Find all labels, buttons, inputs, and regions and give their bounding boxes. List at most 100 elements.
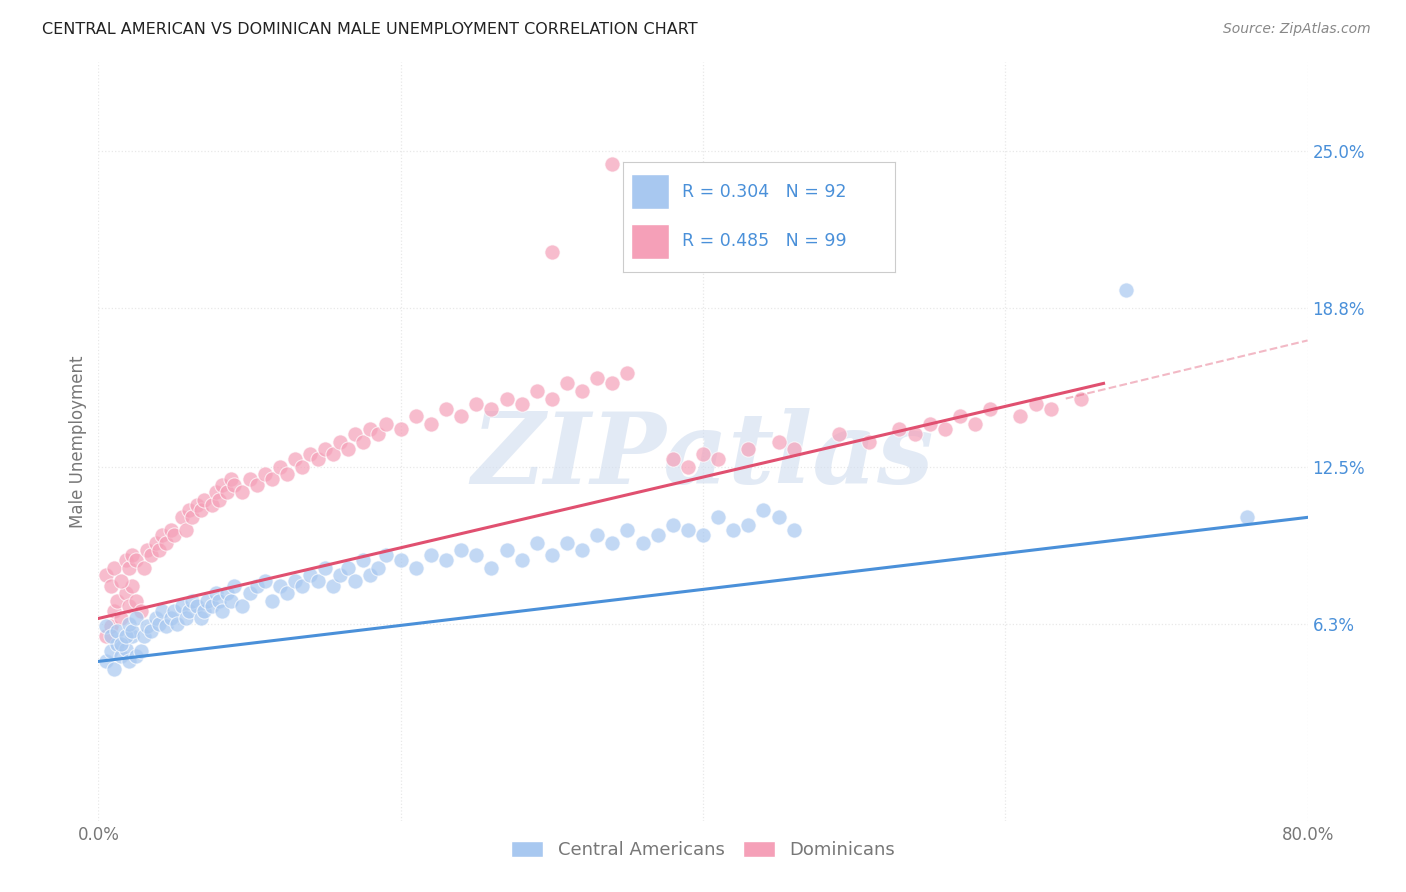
Point <box>190 611 212 625</box>
Point <box>205 485 228 500</box>
Point <box>1010 409 1032 424</box>
Point <box>118 599 141 613</box>
Point <box>121 579 143 593</box>
Text: Source: ZipAtlas.com: Source: ZipAtlas.com <box>1223 22 1371 37</box>
Point <box>211 604 233 618</box>
Point <box>105 594 128 608</box>
Point <box>752 503 775 517</box>
Point <box>495 392 517 406</box>
Point <box>661 517 683 532</box>
Point <box>121 629 143 643</box>
Point <box>707 452 730 467</box>
Point <box>135 543 157 558</box>
Point <box>246 579 269 593</box>
Point <box>100 629 122 643</box>
Point <box>336 442 359 456</box>
Point <box>481 401 503 416</box>
Point <box>94 655 117 669</box>
Point <box>129 644 152 658</box>
Point <box>269 579 291 593</box>
Point <box>105 624 128 639</box>
Point <box>510 553 533 567</box>
Point <box>148 543 170 558</box>
Point <box>420 548 443 563</box>
Point <box>125 594 148 608</box>
Point <box>540 244 562 259</box>
Point <box>170 599 193 613</box>
Point <box>141 624 163 639</box>
Point <box>179 604 201 618</box>
Point <box>314 561 336 575</box>
Text: R = 0.304   N = 92: R = 0.304 N = 92 <box>682 183 846 201</box>
Point <box>555 535 578 549</box>
Point <box>195 594 218 608</box>
FancyBboxPatch shape <box>631 174 669 210</box>
Point <box>586 528 609 542</box>
Point <box>114 553 136 567</box>
Point <box>239 586 262 600</box>
Point <box>190 503 212 517</box>
Point <box>174 611 197 625</box>
Point <box>118 561 141 575</box>
Point <box>450 409 472 424</box>
Point <box>121 624 143 639</box>
Point <box>284 574 307 588</box>
Point <box>100 619 122 633</box>
Point <box>110 649 132 664</box>
Point <box>904 426 927 441</box>
Point <box>344 574 367 588</box>
Y-axis label: Male Unemployment: Male Unemployment <box>69 355 87 528</box>
Point <box>934 422 956 436</box>
Point <box>246 477 269 491</box>
Point <box>616 366 638 380</box>
Point <box>110 574 132 588</box>
Point <box>918 417 941 431</box>
Point <box>121 548 143 563</box>
Point <box>405 561 427 575</box>
Point <box>231 599 253 613</box>
Point <box>465 396 488 410</box>
Point <box>129 604 152 618</box>
Point <box>163 528 186 542</box>
Point <box>186 599 208 613</box>
Point <box>405 409 427 424</box>
Point <box>586 371 609 385</box>
Point <box>148 616 170 631</box>
Point <box>707 510 730 524</box>
Point <box>434 553 457 567</box>
Point <box>737 442 759 456</box>
Point <box>434 401 457 416</box>
Point <box>768 434 790 449</box>
Point <box>329 434 352 449</box>
Point <box>768 510 790 524</box>
Point <box>858 434 880 449</box>
Point <box>602 376 624 391</box>
Point <box>329 568 352 582</box>
Point <box>676 459 699 474</box>
Point <box>179 503 201 517</box>
Point <box>174 523 197 537</box>
Point <box>221 473 243 487</box>
Point <box>336 561 359 575</box>
Point <box>160 611 183 625</box>
Point <box>828 426 851 441</box>
Point <box>616 523 638 537</box>
Point <box>322 579 344 593</box>
Point <box>495 543 517 558</box>
Point <box>965 417 987 431</box>
Point <box>94 568 117 582</box>
Point <box>224 477 246 491</box>
Point <box>135 619 157 633</box>
Point <box>125 553 148 567</box>
Text: CENTRAL AMERICAN VS DOMINICAN MALE UNEMPLOYMENT CORRELATION CHART: CENTRAL AMERICAN VS DOMINICAN MALE UNEMP… <box>42 22 697 37</box>
Point <box>145 535 167 549</box>
Point <box>150 604 173 618</box>
Point <box>979 401 1001 416</box>
Point <box>145 611 167 625</box>
Point <box>94 619 117 633</box>
Point <box>186 498 208 512</box>
Point <box>150 528 173 542</box>
Point <box>307 452 329 467</box>
Point <box>155 619 177 633</box>
Point <box>737 517 759 532</box>
